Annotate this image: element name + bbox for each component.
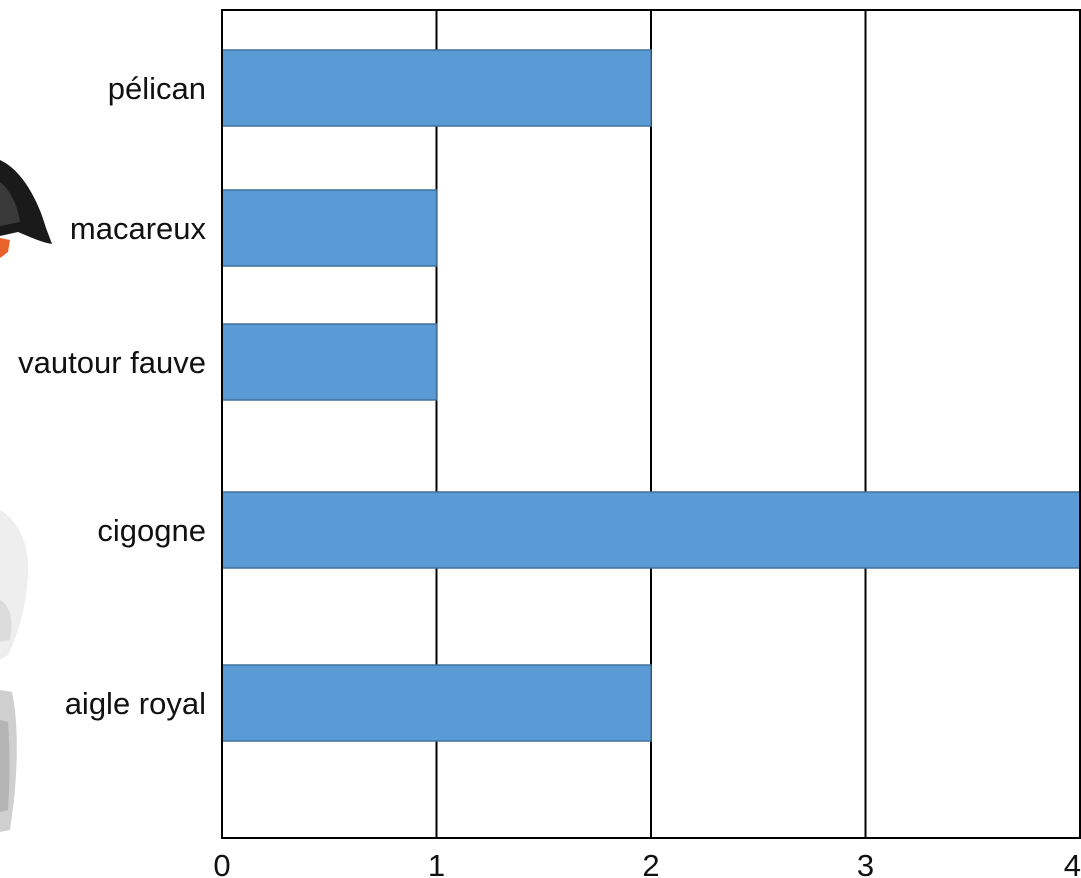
x-tick-label: 4 [1064, 848, 1081, 878]
bar-cigogne [221, 491, 1081, 569]
bar-vautour-fauve [221, 323, 438, 401]
x-tick-label: 1 [428, 848, 445, 878]
bar-aigle-royal [221, 664, 652, 742]
category-label: aigle royal [65, 686, 206, 721]
bird-illustrations [0, 160, 52, 832]
category-labels: pélican macareux vautour fauve cigogne aigle… [18, 71, 206, 721]
stork-image [0, 510, 29, 660]
x-tick-labels: 0 1 2 3 4 [213, 848, 1081, 878]
plot-frame [221, 9, 1081, 839]
plot-border [221, 9, 1081, 839]
x-tick-label: 0 [213, 848, 230, 878]
bars [221, 49, 1081, 742]
category-label: vautour fauve [18, 345, 206, 380]
bar-pélican [221, 49, 652, 127]
category-label: cigogne [97, 513, 206, 548]
eagle-image [0, 690, 17, 832]
category-label: pélican [108, 71, 206, 106]
bar-macareux [221, 189, 438, 267]
puffin-image [0, 160, 52, 258]
x-tick-label: 3 [857, 848, 874, 878]
category-label: macareux [70, 211, 207, 246]
x-tick-label: 2 [642, 848, 659, 878]
